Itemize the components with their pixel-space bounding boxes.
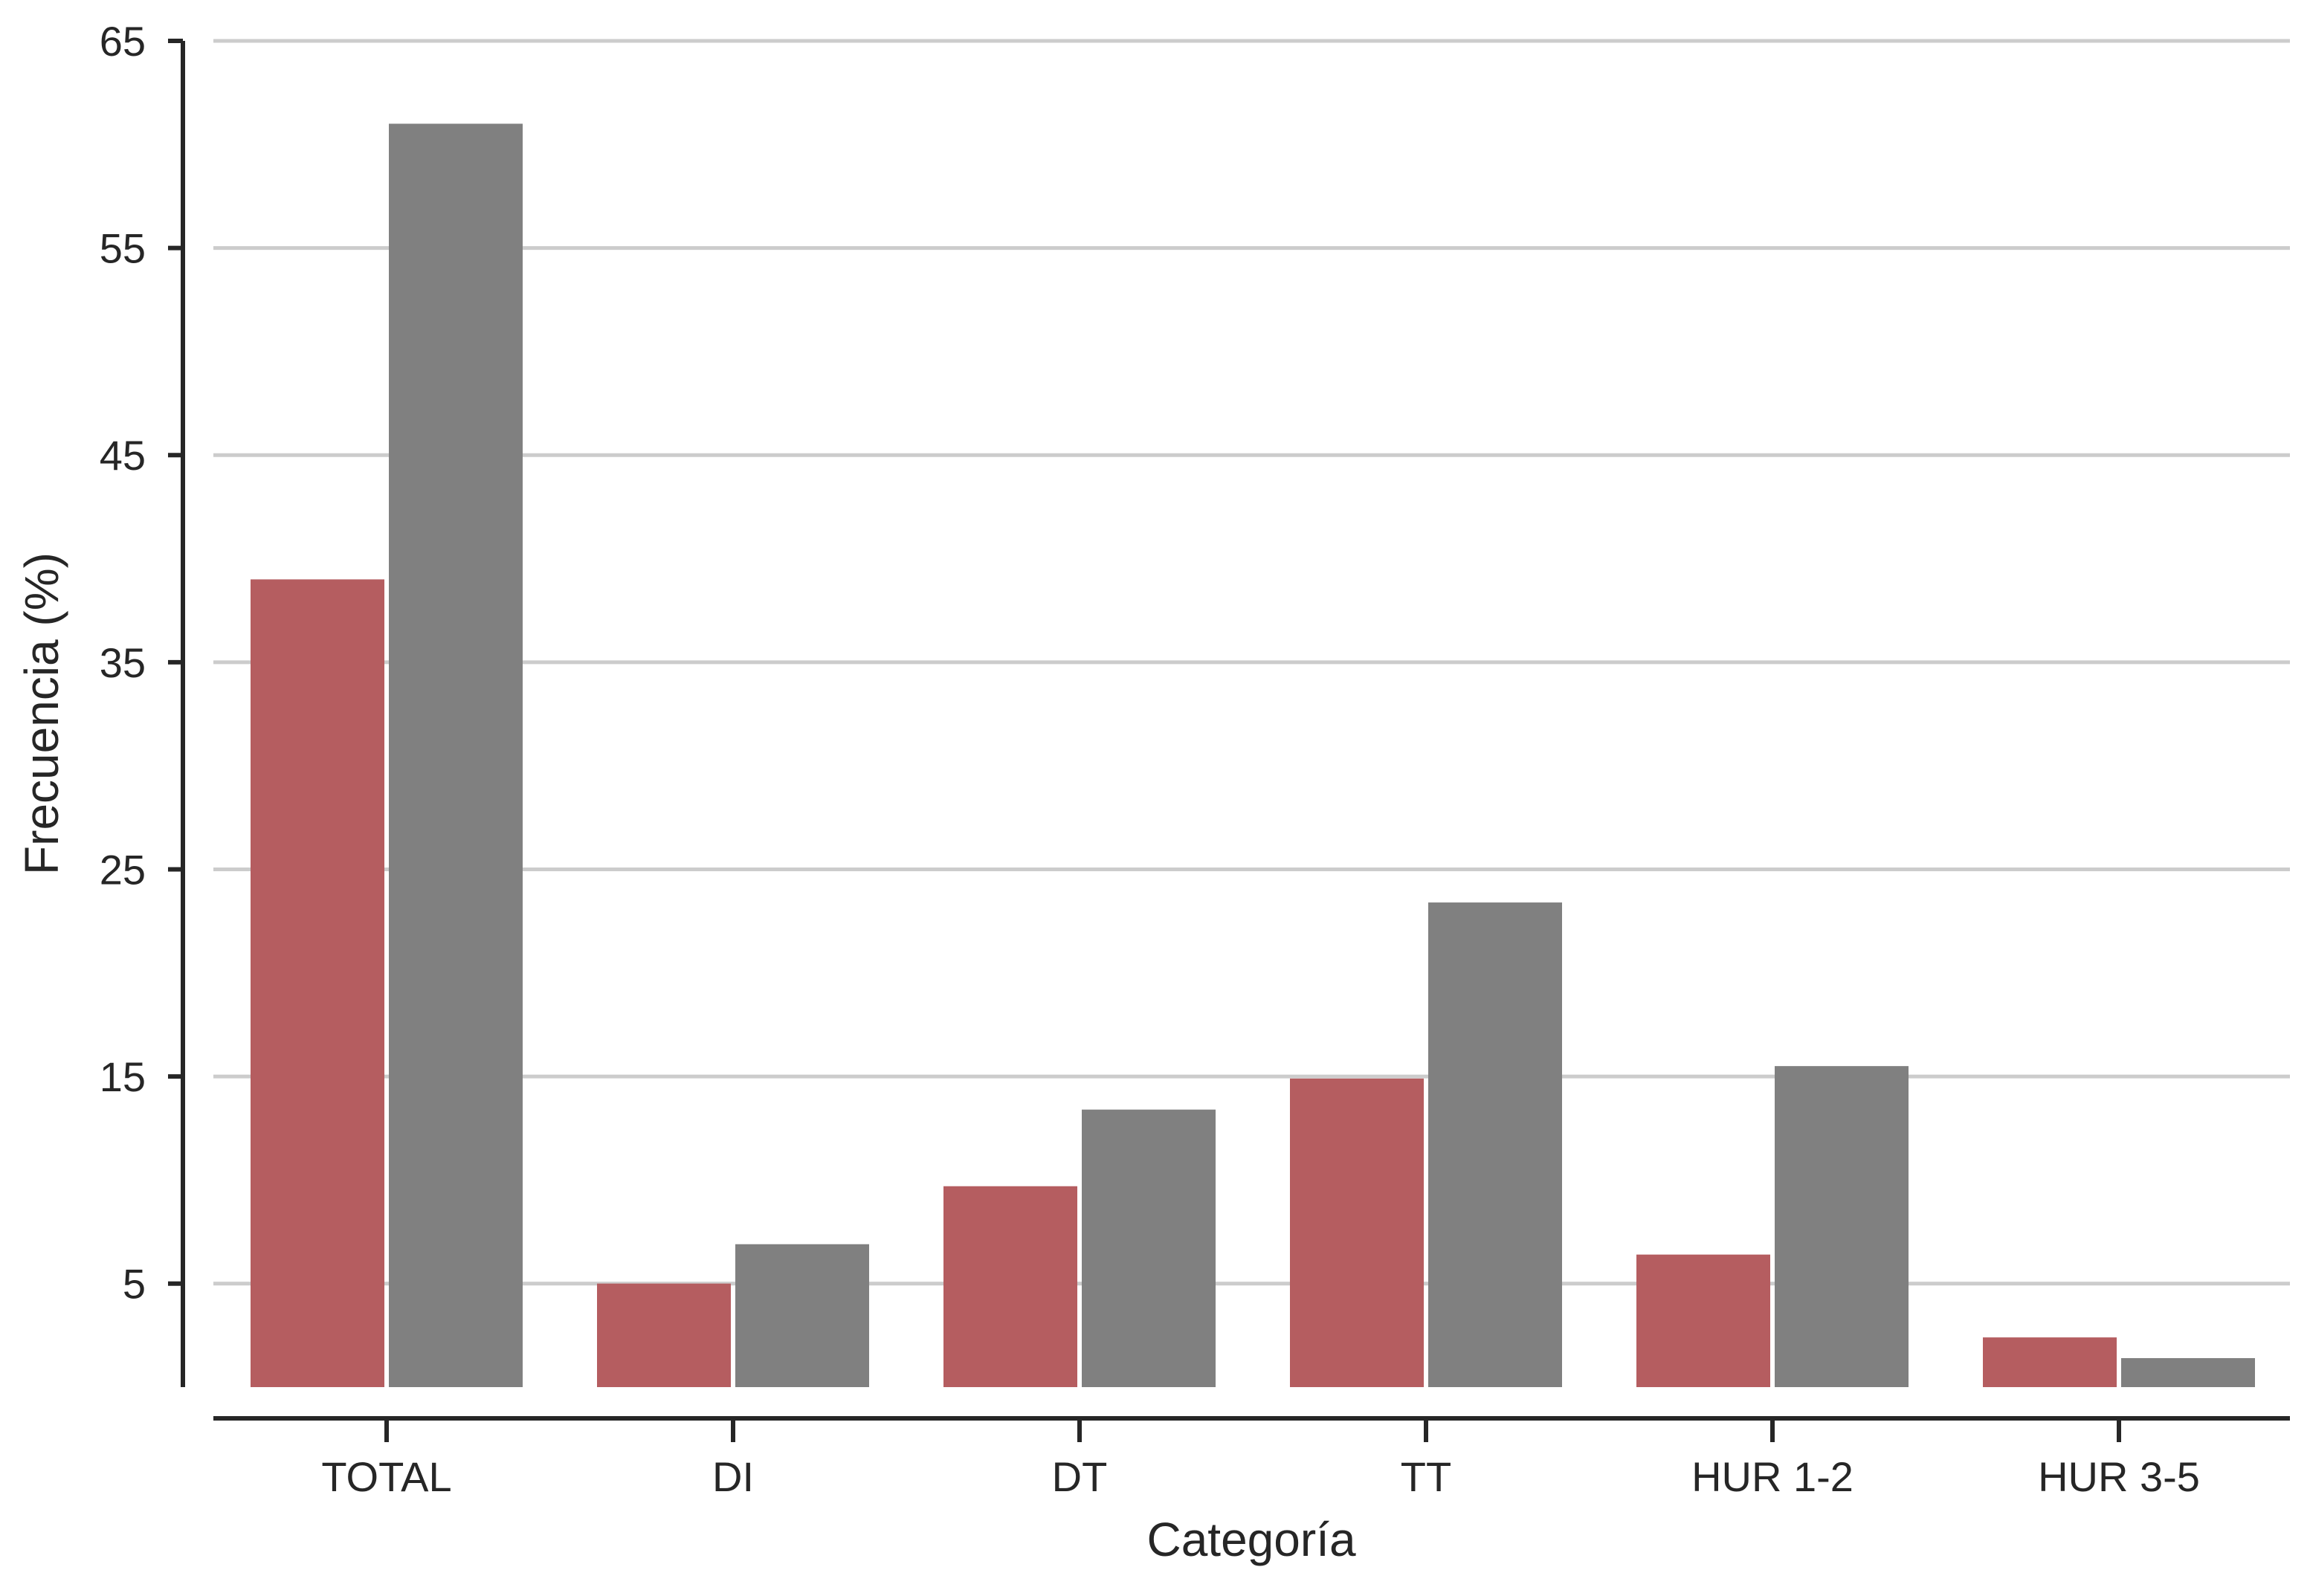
bar-dt-series-2: [1082, 1109, 1216, 1387]
bar-hur-3-5-series-2: [2121, 1357, 2255, 1387]
bar-hur-3-5-series-1: [1983, 1337, 2117, 1387]
y-tick-label: 65: [100, 18, 146, 65]
bar-hur-1-2-series-2: [1775, 1066, 1909, 1387]
x-axis-title: Categoría: [1146, 1513, 1355, 1566]
bars: [251, 123, 2255, 1387]
x-tick-label: DI: [712, 1453, 754, 1500]
y-tick-label: 45: [100, 432, 146, 479]
x-tick-label: TT: [1401, 1453, 1451, 1500]
bar-di-series-2: [735, 1244, 869, 1387]
axes: [181, 41, 2290, 1421]
y-tick-label: 15: [100, 1053, 146, 1100]
bar-di-series-1: [597, 1283, 731, 1387]
bar-tt-series-1: [1290, 1078, 1424, 1387]
x-tick-label: DT: [1052, 1453, 1108, 1500]
x-tick-label: HUR 3-5: [2038, 1453, 2200, 1500]
y-tick-label: 25: [100, 846, 146, 893]
x-tick-label: HUR 1-2: [1691, 1453, 1854, 1500]
y-tick-label: 5: [123, 1261, 146, 1308]
bar-dt-series-1: [943, 1186, 1077, 1387]
bar-total-series-1: [251, 579, 384, 1387]
bar-hur-1-2-series-1: [1636, 1254, 1770, 1387]
grid-lines: [213, 39, 2290, 1286]
y-tick-label: 35: [100, 639, 146, 686]
y-axis-title: Frecuencia (%): [15, 552, 68, 875]
x-tick-label: TOTAL: [321, 1453, 451, 1500]
y-tick-label: 55: [100, 225, 146, 272]
bar-tt-series-2: [1428, 902, 1562, 1387]
bar-total-series-2: [389, 123, 523, 1387]
ticks: 5 15 25 35 45 55 65 TOTAL DI DT TT HUR 1-2 HUR 3-5: [100, 18, 2200, 1500]
